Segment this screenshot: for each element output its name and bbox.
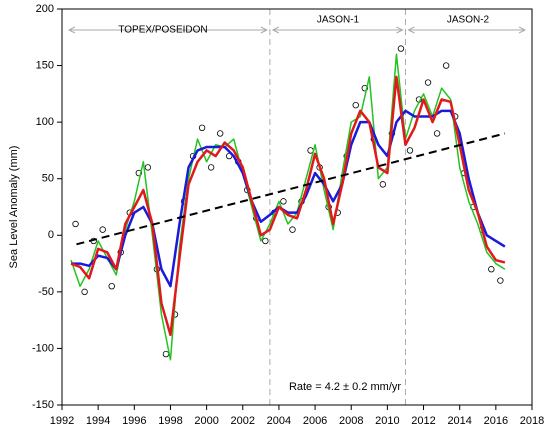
x-tick-label: 2014: [447, 415, 471, 427]
y-tick-label: 100: [36, 116, 54, 128]
annotation: JASON-2: [447, 15, 490, 26]
y-axis-label: Sea Level Anomaly (mm): [8, 146, 20, 269]
arrow-head: [396, 26, 404, 34]
data-point: [488, 266, 495, 273]
data-point: [262, 237, 269, 245]
x-tick-label: 1994: [86, 415, 110, 427]
arrow-head: [260, 26, 269, 34]
plot-frame: [61, 8, 533, 406]
arrow-head: [407, 26, 415, 34]
arrow-head: [271, 26, 280, 34]
y-tick-label: -150: [32, 399, 54, 411]
data-point: [108, 283, 115, 290]
annotation: Rate = 4.2 ± 0.2 mm/yr: [289, 381, 401, 393]
data-point: [144, 164, 152, 171]
data-point: [216, 130, 224, 137]
x-tick-label: 2000: [194, 415, 218, 427]
data-point: [497, 277, 504, 284]
x-tick-label: 1992: [50, 415, 74, 427]
data-point: [397, 45, 405, 52]
data-point: [162, 350, 170, 358]
data-point: [280, 198, 287, 205]
arrow-head: [518, 26, 527, 34]
annotation: JASON-1: [317, 15, 360, 26]
annotation: TOPEX/POSEIDON: [118, 25, 207, 36]
data-point: [99, 226, 106, 233]
x-tick-label: 2006: [303, 415, 327, 427]
data-point: [352, 101, 359, 109]
y-tick-label: 50: [42, 173, 54, 185]
data-point: [442, 62, 450, 69]
x-tick-label: 2012: [411, 415, 435, 427]
x-tick-label: 1996: [122, 415, 146, 427]
y-tick-label: 150: [36, 59, 54, 71]
data-point: [379, 181, 387, 188]
y-tick-label: 0: [48, 229, 54, 241]
x-tick-label: 1998: [158, 415, 182, 427]
series-line: [70, 53, 506, 361]
y-tick-label: -100: [32, 342, 54, 354]
x-tick-label: 2016: [484, 415, 508, 427]
arrow-head: [67, 26, 76, 34]
x-tick-label: 2010: [375, 415, 399, 427]
y-tick-label: 200: [36, 3, 54, 15]
data-point: [361, 84, 368, 92]
y-tick-label: -50: [38, 286, 54, 298]
x-tick-label: 2002: [231, 415, 255, 427]
data-point: [198, 124, 206, 131]
series-line: [71, 109, 506, 288]
series-line: [70, 75, 506, 337]
x-tick-label: 2008: [339, 415, 363, 427]
data-point: [424, 79, 432, 86]
x-tick-label: 2018: [520, 415, 544, 427]
x-tick-label: 2004: [267, 415, 291, 427]
data-point: [81, 288, 88, 296]
data-point: [135, 169, 143, 177]
trend-line: [76, 132, 506, 246]
data-point: [433, 130, 441, 137]
data-point: [72, 220, 79, 228]
data-point: [406, 147, 414, 154]
data-point: [207, 164, 215, 171]
data-point: [289, 226, 296, 233]
